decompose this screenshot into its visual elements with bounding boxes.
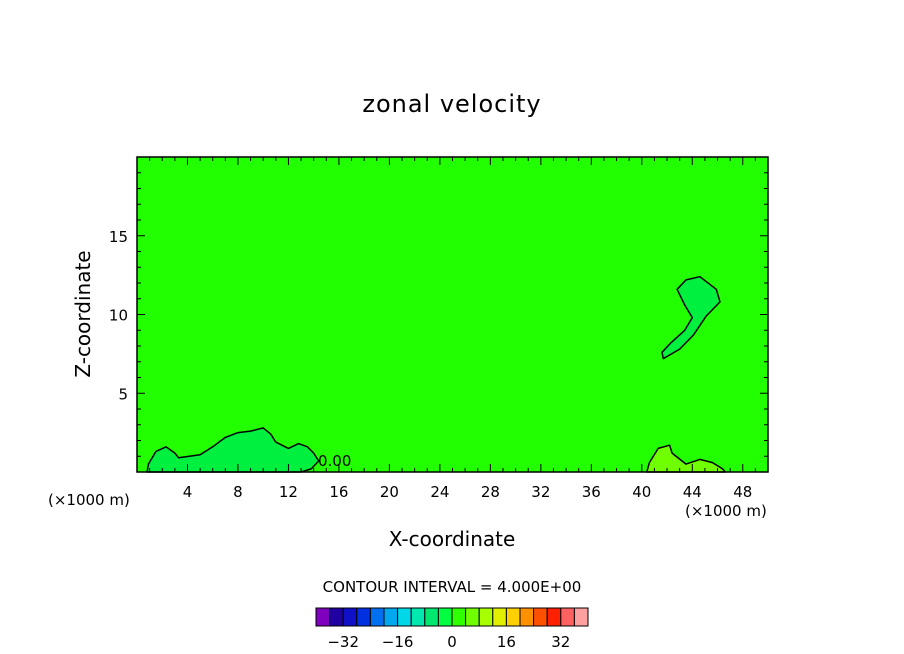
x-tick-label: 44 (683, 483, 702, 501)
y-tick-labels: 5 10 15 (109, 228, 128, 404)
x-tick-label: 28 (481, 483, 500, 501)
colorbar-swatch (424, 607, 439, 627)
colorbar-tick-label: 16 (497, 633, 516, 651)
colorbar-swatch (573, 607, 589, 627)
x-tick-label: 24 (430, 483, 449, 501)
colorbar-swatch (560, 607, 575, 627)
colorbar (315, 607, 589, 627)
colorbar-tick-label: −32 (327, 633, 359, 651)
colorbar-labels: −32 −16 0 16 32 (327, 633, 570, 651)
colorbar-swatch (533, 607, 548, 627)
colorbar-swatch (546, 607, 562, 627)
colorbar-swatch (356, 607, 371, 627)
y-tick-label: 10 (109, 307, 128, 325)
colorbar-swatch (437, 607, 453, 627)
x-tick-label: 32 (531, 483, 550, 501)
y-axis-label: Z-coordinate (71, 250, 95, 377)
colorbar-swatch (465, 607, 480, 627)
x-tick-label: 48 (733, 483, 752, 501)
y-tick-label: 5 (118, 385, 128, 403)
colorbar-swatch (410, 607, 426, 627)
contour-region-upper-right-positive-cell (661, 275, 721, 360)
x-unit-right: (×1000 m) (685, 502, 767, 520)
colorbar-swatch (519, 607, 535, 627)
axis-ticks (137, 157, 768, 472)
colorbar-swatch (342, 607, 358, 627)
colorbar-swatch (369, 607, 385, 627)
contour-region-right-low-positive-cell (646, 444, 726, 473)
contour-label: 0.00 (318, 452, 351, 470)
plot-background (137, 157, 768, 472)
x-tick-label: 20 (380, 483, 399, 501)
colorbar-swatch (315, 607, 331, 627)
colorbar-tick-label: −16 (382, 633, 414, 651)
x-tick-label: 16 (329, 483, 348, 501)
x-axis-label: X-coordinate (389, 527, 516, 551)
chart-title: zonal velocity (362, 90, 541, 118)
x-tick-label: 4 (183, 483, 193, 501)
colorbar-swatch (383, 607, 399, 627)
x-unit-left: (×1000 m) (48, 491, 130, 509)
colorbar-swatch (492, 607, 507, 627)
contour-regions (146, 275, 726, 473)
x-tick-labels: 4 8 12 16 20 24 28 32 36 40 44 48 (183, 483, 753, 501)
contour-interval-text: CONTOUR INTERVAL = 4.000E+00 (323, 578, 582, 596)
colorbar-swatch (451, 607, 467, 627)
colorbar-swatch (329, 607, 344, 627)
x-tick-label: 40 (632, 483, 651, 501)
plot-area: 0.00 (136, 156, 769, 473)
colorbar-swatch (397, 607, 412, 627)
x-tick-label: 8 (233, 483, 243, 501)
contour-region-low-level-band (146, 427, 320, 473)
colorbar-tick-label: 0 (447, 633, 457, 651)
x-tick-label: 36 (582, 483, 601, 501)
colorbar-swatch (505, 607, 521, 627)
colorbar-tick-label: 32 (551, 633, 570, 651)
colorbar-swatch (478, 607, 494, 627)
x-tick-label: 12 (279, 483, 298, 501)
y-tick-label: 15 (109, 228, 128, 246)
